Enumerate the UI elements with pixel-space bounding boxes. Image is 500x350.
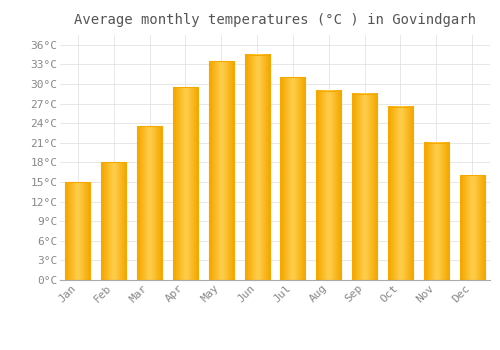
Bar — [316, 91, 342, 280]
Bar — [388, 107, 413, 280]
Bar — [173, 87, 198, 280]
Bar — [424, 143, 449, 280]
Bar — [101, 162, 126, 280]
Bar — [66, 182, 90, 280]
Bar — [460, 175, 484, 280]
Title: Average monthly temperatures (°C ) in Govindgarh: Average monthly temperatures (°C ) in Go… — [74, 13, 476, 27]
Bar — [137, 126, 162, 280]
Bar — [352, 94, 377, 280]
Bar — [208, 61, 234, 280]
Bar — [280, 77, 305, 280]
Bar — [244, 55, 270, 280]
